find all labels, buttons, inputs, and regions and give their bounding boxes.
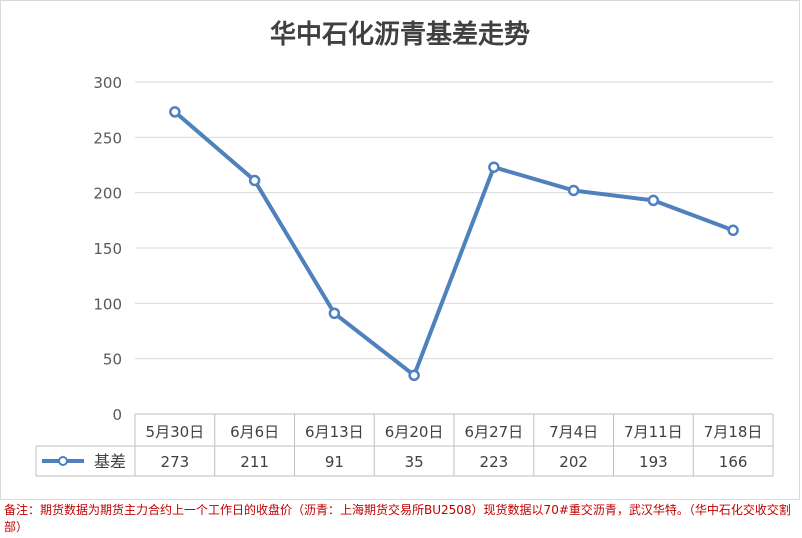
- x-category-label: 6月6日: [230, 423, 279, 441]
- data-point: [488, 161, 500, 173]
- data-table-value: 193: [639, 453, 668, 471]
- x-category-label: 7月4日: [549, 423, 598, 441]
- data-table-value: 202: [559, 453, 588, 471]
- data-point: [647, 194, 660, 207]
- legend-marker: [58, 456, 68, 466]
- line-chart: 0 50 100 150 200 250 300 5月30日 6月6日 6月13日 6月20日 6月…: [35, 74, 774, 477]
- series-layer: [169, 106, 739, 382]
- data-point: [408, 369, 420, 382]
- gridlines: [135, 81, 773, 415]
- data-point: [248, 174, 261, 187]
- data-point: [727, 224, 739, 237]
- y-tick-label: 150: [93, 240, 122, 258]
- footnote: 备注：期货数据为期货主力合约上一个工作日的收盘价（沥青：上海期货交易所BU250…: [4, 503, 791, 534]
- data-table-value: 273: [161, 453, 190, 471]
- data-table-value: 35: [405, 453, 424, 471]
- legend-label: 基差: [94, 452, 126, 471]
- data-point: [328, 307, 341, 320]
- y-tick-label: 0: [112, 406, 122, 424]
- series-line-jicha: [172, 109, 736, 378]
- chart-title: 华中石化沥青基差走势: [269, 20, 530, 50]
- x-category-label: 7月11日: [624, 423, 683, 441]
- y-tick-label: 50: [103, 351, 122, 369]
- y-tick-label: 100: [93, 295, 122, 313]
- y-tick-label: 250: [93, 129, 122, 147]
- data-table-value: 91: [325, 453, 344, 471]
- data-point: [567, 184, 580, 197]
- y-axis-ticks: 0 50 100 150 200 250 300: [93, 74, 122, 424]
- x-category-label: 6月13日: [305, 423, 364, 441]
- x-category-label: 5月30日: [146, 423, 205, 441]
- data-point: [169, 106, 181, 118]
- data-table: 5月30日 6月6日 6月13日 6月20日 6月27日 7月4日 7月11日 7月18日 27…: [35, 413, 774, 477]
- x-category-label: 6月27日: [465, 423, 524, 441]
- data-table-value: 166: [719, 453, 748, 471]
- x-category-label: 6月20日: [385, 423, 444, 441]
- data-table-value: 211: [240, 453, 269, 471]
- y-tick-label: 300: [93, 74, 122, 92]
- chart-frame: [0, 0, 800, 500]
- data-table-value: 223: [480, 453, 509, 471]
- y-tick-label: 200: [93, 185, 122, 203]
- x-category-label: 7月18日: [704, 423, 763, 441]
